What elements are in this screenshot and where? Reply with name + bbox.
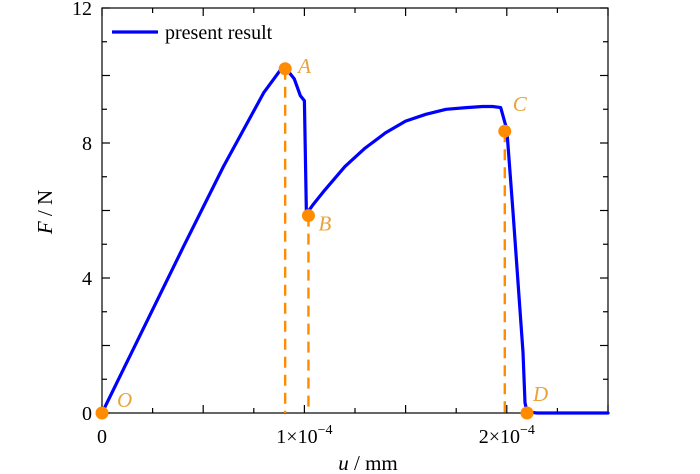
y-axis-unit: / N — [33, 190, 57, 222]
point-a — [278, 62, 292, 76]
y-tick-label: 4 — [82, 268, 92, 290]
x-tick-label: 2×10−4 — [479, 423, 535, 448]
y-tick-label: 0 — [82, 403, 92, 425]
plot-frame — [101, 7, 609, 414]
y-axis-variable: F — [33, 221, 57, 235]
series-line-present-result — [100, 67, 610, 415]
key-points: O A B C D — [95, 54, 548, 420]
legend: present result — [112, 22, 273, 44]
point-o — [95, 406, 109, 420]
x-axis-title: u / mm — [338, 451, 398, 474]
legend-entry: present result — [165, 22, 273, 44]
point-label-c: C — [513, 92, 528, 116]
point-b — [301, 209, 315, 223]
x-tick-label: 0 — [97, 426, 107, 448]
x-axis-variable: u — [338, 451, 349, 474]
point-label-b: B — [318, 212, 331, 236]
x-axis-unit: / mm — [349, 451, 398, 474]
axis-ticks: 0 1×10−4 2×10−4 0 4 8 12 — [72, 0, 609, 448]
x-tick-label: 1×10−4 — [276, 423, 332, 448]
dashed-drop-lines — [283, 68, 506, 413]
y-tick-label: 12 — [72, 0, 92, 20]
y-tick-label: 8 — [82, 133, 92, 155]
point-label-a: A — [296, 54, 311, 78]
y-axis-title: F / N — [33, 190, 57, 235]
point-label-o: O — [117, 388, 132, 412]
point-d — [520, 406, 534, 420]
point-c — [498, 124, 512, 138]
point-label-d: D — [532, 382, 548, 406]
